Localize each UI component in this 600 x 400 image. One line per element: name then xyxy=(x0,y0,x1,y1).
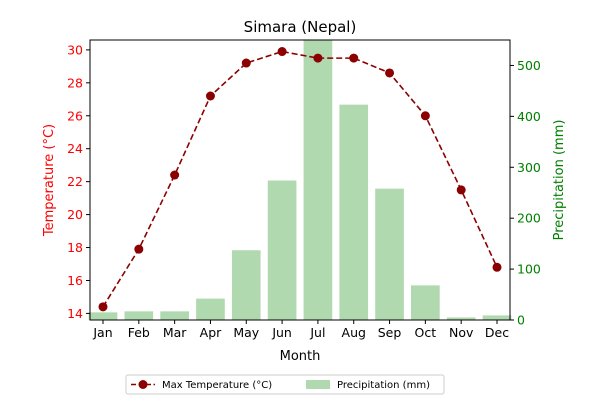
x-axis-title: Month xyxy=(280,349,321,364)
precipitation-bar xyxy=(231,250,261,320)
left-y-tick-label: 30 xyxy=(67,42,83,57)
temperature-point xyxy=(98,302,108,312)
precipitation-bar xyxy=(411,285,440,320)
temperature-point xyxy=(492,262,502,272)
legend-label-temperature: Max Temperature (°C) xyxy=(162,380,272,391)
right-axis-title: Precipitation (mm) xyxy=(552,120,567,241)
x-tick-label: Jan xyxy=(92,325,112,340)
legend-bar-swatch xyxy=(306,380,330,389)
x-tick-label: Sep xyxy=(378,325,402,340)
x-tick-label: Mar xyxy=(163,325,187,340)
left-y-tick-label: 16 xyxy=(67,273,83,288)
legend-line-marker xyxy=(138,380,148,389)
chart-title: Simara (Nepal) xyxy=(244,18,357,36)
precipitation-bar xyxy=(446,317,476,320)
temperature-point xyxy=(277,47,287,57)
left-axis-title: Temperature (°C) xyxy=(42,124,57,237)
right-y-tick-label: 300 xyxy=(517,160,541,175)
left-y-tick-label: 28 xyxy=(67,75,83,90)
legend-label-precipitation: Precipitation (mm) xyxy=(337,380,430,391)
precipitation-bar xyxy=(196,298,225,320)
x-tick-label: Nov xyxy=(449,325,474,340)
precipitation-bar xyxy=(267,180,297,320)
temperature-point xyxy=(134,244,144,254)
precipitation-bars xyxy=(88,40,512,321)
temperature-point xyxy=(420,111,430,121)
x-axis: Jan Feb Mar Apr May Jun Jul Aug Sep Oct Nov Dec xyxy=(92,320,509,340)
left-y-axis: 14 16 18 20 22 24 26 28 30 xyxy=(67,42,90,321)
left-y-tick-label: 24 xyxy=(67,141,83,156)
legend: Max Temperature (°C) Precipitation (mm) xyxy=(125,374,445,395)
legend-frame xyxy=(125,374,445,395)
right-y-tick-label: 400 xyxy=(517,109,541,124)
left-y-tick-label: 18 xyxy=(67,240,83,255)
temperature-point xyxy=(349,53,359,63)
x-tick-label: May xyxy=(233,325,259,340)
precipitation-bar xyxy=(482,315,512,320)
right-y-tick-label: 100 xyxy=(517,262,541,277)
precipitation-bar xyxy=(88,312,118,320)
x-tick-label: Feb xyxy=(128,325,150,340)
right-y-axis: 0 100 200 300 400 500 xyxy=(510,58,541,328)
temperature-point xyxy=(241,58,251,68)
x-tick-label: Apr xyxy=(200,325,222,340)
temperature-point xyxy=(170,170,180,180)
temperature-line xyxy=(102,50,498,308)
left-y-tick-label: 14 xyxy=(67,306,83,321)
temperature-point xyxy=(456,185,466,195)
temperature-point xyxy=(205,91,215,101)
left-y-tick-label: 26 xyxy=(67,108,83,123)
temperature-point xyxy=(313,53,323,63)
precipitation-bar xyxy=(375,188,404,320)
left-y-tick-label: 22 xyxy=(67,174,83,189)
x-tick-label: Oct xyxy=(415,325,437,340)
precipitation-bar xyxy=(339,104,369,321)
x-tick-label: Jul xyxy=(309,325,325,340)
x-tick-label: Jun xyxy=(271,325,292,340)
right-y-tick-label: 0 xyxy=(517,313,525,328)
plot-frame xyxy=(89,39,511,321)
temperature-line-series xyxy=(98,47,502,312)
right-y-tick-label: 500 xyxy=(517,58,541,73)
precipitation-bar xyxy=(303,40,333,320)
temperature-point xyxy=(385,68,395,78)
x-tick-label: Dec xyxy=(485,325,509,340)
precipitation-bar xyxy=(124,311,154,320)
precipitation-bar xyxy=(160,311,189,320)
left-y-tick-label: 20 xyxy=(67,207,83,222)
right-y-tick-label: 200 xyxy=(517,211,541,226)
x-tick-label: Aug xyxy=(342,325,366,340)
